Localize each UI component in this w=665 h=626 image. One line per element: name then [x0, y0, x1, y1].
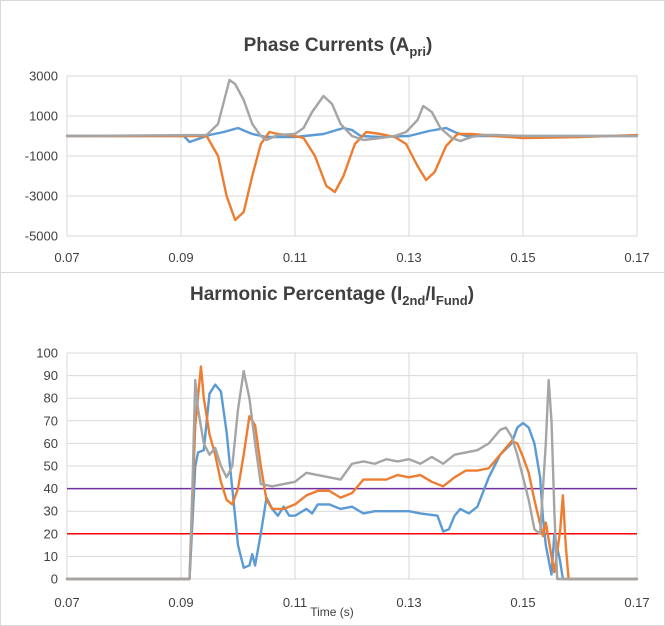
- chart-phase-currents: Phase Currents (Apri) -5000 -3000 -1000 100…: [0, 0, 665, 273]
- y-tick-label: 90: [44, 368, 58, 383]
- y-tick-labels: 0 10 20 30 40 50 60 70 80 90 100: [36, 346, 58, 587]
- title-subscript-2nd: 2nd: [402, 293, 425, 308]
- chart-harmonic-percentage: Harmonic Percentage (I2nd/IFund) 0 10 20 30…: [0, 272, 665, 626]
- series-line-3: [65, 369, 639, 581]
- y-tick-label: 3000: [29, 69, 58, 84]
- chart-title: Harmonic Percentage (I2nd/IFund): [190, 284, 474, 308]
- y-tick-labels: -5000 -3000 -1000 1000 3000: [25, 69, 58, 244]
- y-tick-label: 100: [36, 346, 58, 361]
- series-lines: [65, 365, 639, 581]
- x-tick-label: 0.09: [168, 250, 193, 265]
- x-tick-label: 0.07: [54, 250, 79, 265]
- x-tick-label: 0.15: [510, 250, 535, 265]
- title-subscript: pri: [409, 44, 426, 59]
- x-tick-labels: 0.07 0.09 0.11 0.13 0.15 0.17: [54, 250, 649, 265]
- title-slash: /I: [425, 284, 436, 305]
- x-axis-label: Time (s): [310, 605, 354, 619]
- y-tick-label: 80: [44, 391, 58, 406]
- x-tick-label: 0.13: [396, 250, 421, 265]
- y-tick-label: 60: [44, 436, 58, 451]
- y-tick-label: -3000: [25, 189, 58, 204]
- x-tick-label: 0.17: [624, 595, 649, 610]
- x-tick-label: 0.07: [54, 595, 79, 610]
- y-tick-label: 10: [44, 549, 58, 564]
- y-tick-label: 0: [51, 572, 58, 587]
- series-lines: [65, 78, 639, 222]
- title-close: ): [426, 35, 432, 56]
- x-tick-label: 0.11: [283, 595, 307, 610]
- gridlines: [66, 352, 638, 580]
- y-tick-label: 20: [44, 526, 58, 541]
- x-tick-label: 0.09: [168, 595, 193, 610]
- gridlines: [66, 75, 638, 237]
- y-tick-label: -5000: [25, 229, 58, 244]
- y-tick-label: 40: [44, 481, 58, 496]
- x-tick-label: 0.17: [624, 250, 649, 265]
- series-line-1: [65, 383, 639, 581]
- x-tick-label: 0.13: [396, 595, 421, 610]
- series-line-3: [65, 78, 639, 143]
- chart-area-border: [0, 272, 665, 626]
- x-tick-label: 0.15: [510, 595, 535, 610]
- y-tick-label: 70: [44, 413, 58, 428]
- title-close: ): [468, 284, 474, 305]
- y-tick-label: 1000: [29, 109, 58, 124]
- x-tick-label: 0.11: [283, 250, 307, 265]
- title-main: Phase Currents (A: [244, 35, 410, 56]
- y-tick-label: 30: [44, 504, 58, 519]
- y-tick-label: -1000: [25, 149, 58, 164]
- title-subscript-fund: Fund: [436, 293, 468, 308]
- title-main: Harmonic Percentage (I: [190, 284, 402, 305]
- chart-title: Phase Currents (Apri): [244, 35, 433, 59]
- y-tick-label: 50: [44, 459, 58, 474]
- series-line-2: [65, 130, 639, 222]
- x-tick-labels: 0.07 0.09 0.11 0.13 0.15 0.17: [54, 595, 649, 610]
